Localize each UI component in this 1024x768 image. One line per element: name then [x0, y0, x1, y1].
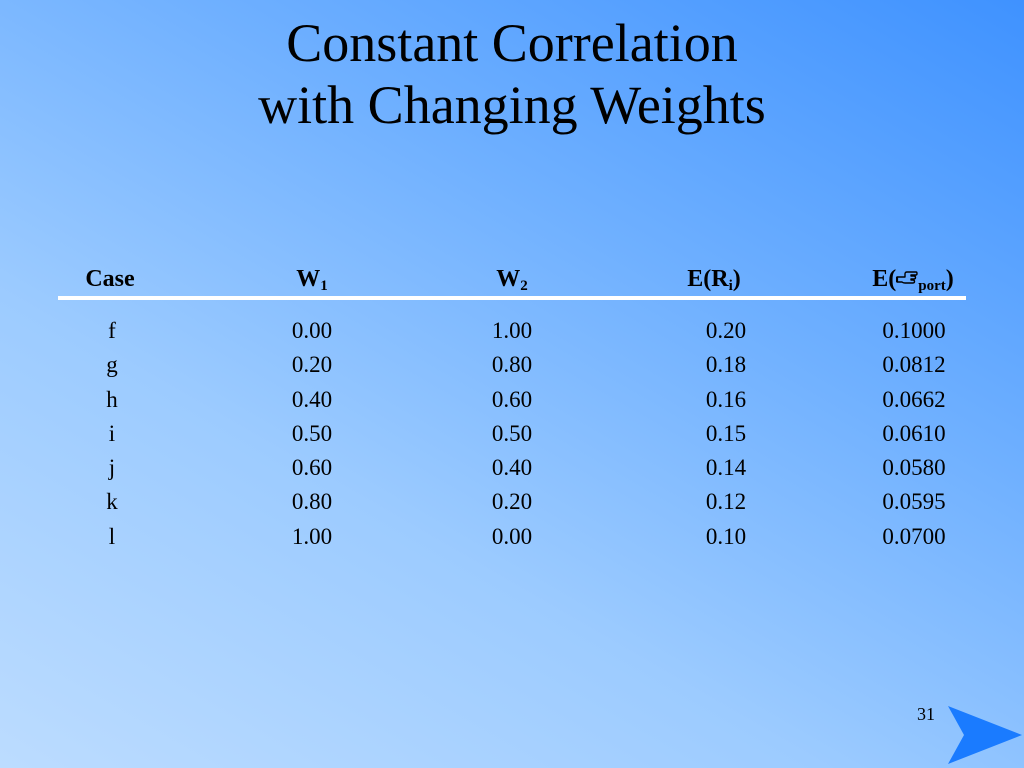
cell-case: k [106, 489, 118, 515]
cell-expected-return: 0.20 [705, 318, 747, 343]
header-er-suffix: ) [732, 266, 741, 292]
cell-case: h [106, 386, 118, 412]
header-expected-return: E(Ri) [664, 262, 764, 296]
cell-portfolio: 0.0610 [882, 420, 946, 446]
cell-expected-return: 0.15 [705, 420, 747, 446]
table-row: k 0.80 0.20 0.12 0.0595 [0, 485, 1024, 519]
table-row: j 0.60 0.40 0.14 0.0580 [0, 451, 1024, 485]
header-port-prefix: E( [872, 266, 897, 292]
table-body: f 0.00 1.00 0.20 0.1000 g 0.20 0.80 0.18… [0, 314, 1024, 554]
header-port-subscript: port [918, 278, 946, 294]
cell-expected-return: 0.16 [705, 386, 747, 412]
table-header: Case W1 W2 E(Ri) E( port) [0, 262, 1024, 296]
header-divider [58, 296, 966, 300]
cell-w1: 0.20 [291, 352, 333, 378]
header-case: Case [85, 266, 135, 292]
header-er-prefix: E(R [687, 266, 729, 292]
slide-title: Constant Correlation with Changing Weigh… [0, 12, 1024, 136]
cell-expected-return: 0.18 [705, 352, 747, 378]
cell-case: f [108, 318, 116, 343]
page-number: 31 [917, 704, 935, 724]
cell-w1: 0.40 [291, 386, 333, 412]
title-line-1: Constant Correlation [286, 13, 738, 73]
cell-w2: 0.60 [491, 386, 533, 412]
header-w1: W1 [262, 262, 362, 296]
cell-portfolio: 0.1000 [882, 318, 946, 343]
next-slide-button[interactable] [942, 702, 1024, 768]
cell-expected-return: 0.14 [705, 455, 747, 481]
header-w2: W2 [462, 262, 562, 296]
cell-w2: 0.00 [491, 523, 533, 549]
table-row: h 0.40 0.60 0.16 0.0662 [0, 383, 1024, 417]
header-w1-subscript: 1 [320, 278, 328, 294]
cell-w2: 0.80 [491, 352, 533, 378]
cell-case: j [108, 455, 116, 481]
pointing-hand-icon [896, 263, 918, 284]
table-row: l 1.00 0.00 0.10 0.0700 [0, 520, 1024, 554]
cell-expected-return: 0.12 [705, 489, 747, 515]
cell-portfolio: 0.0662 [882, 386, 946, 412]
table-row: i 0.50 0.50 0.15 0.0610 [0, 417, 1024, 451]
cell-w2: 0.40 [491, 455, 533, 481]
cell-w1: 0.50 [291, 420, 333, 446]
cell-portfolio: 0.0580 [882, 455, 946, 481]
header-w2-base: W [496, 266, 521, 292]
header-port-suffix: ) [945, 266, 954, 292]
header-w1-base: W [296, 266, 321, 292]
header-er-subscript: i [728, 278, 733, 294]
cell-portfolio: 0.0595 [882, 489, 946, 515]
cell-w1: 0.60 [291, 455, 333, 481]
cell-portfolio: 0.0812 [882, 352, 946, 378]
cell-w2: 1.00 [491, 318, 533, 343]
cell-case: l [108, 523, 116, 549]
cell-w1: 0.00 [291, 318, 333, 343]
header-portfolio: E( port) [858, 262, 968, 296]
cell-case: g [106, 352, 118, 378]
title-line-2: with Changing Weights [258, 75, 766, 135]
cell-w1: 0.80 [291, 489, 333, 515]
cell-w2: 0.50 [491, 420, 533, 446]
next-arrow-icon [948, 706, 1022, 764]
cell-portfolio: 0.0700 [882, 523, 946, 549]
cell-w2: 0.20 [491, 489, 533, 515]
table-row: g 0.20 0.80 0.18 0.0812 [0, 348, 1024, 382]
cell-expected-return: 0.10 [705, 523, 747, 549]
cell-case: i [108, 420, 116, 446]
header-w2-subscript: 2 [520, 278, 528, 294]
table-row: f 0.00 1.00 0.20 0.1000 [0, 314, 1024, 348]
cell-w1: 1.00 [291, 523, 333, 549]
